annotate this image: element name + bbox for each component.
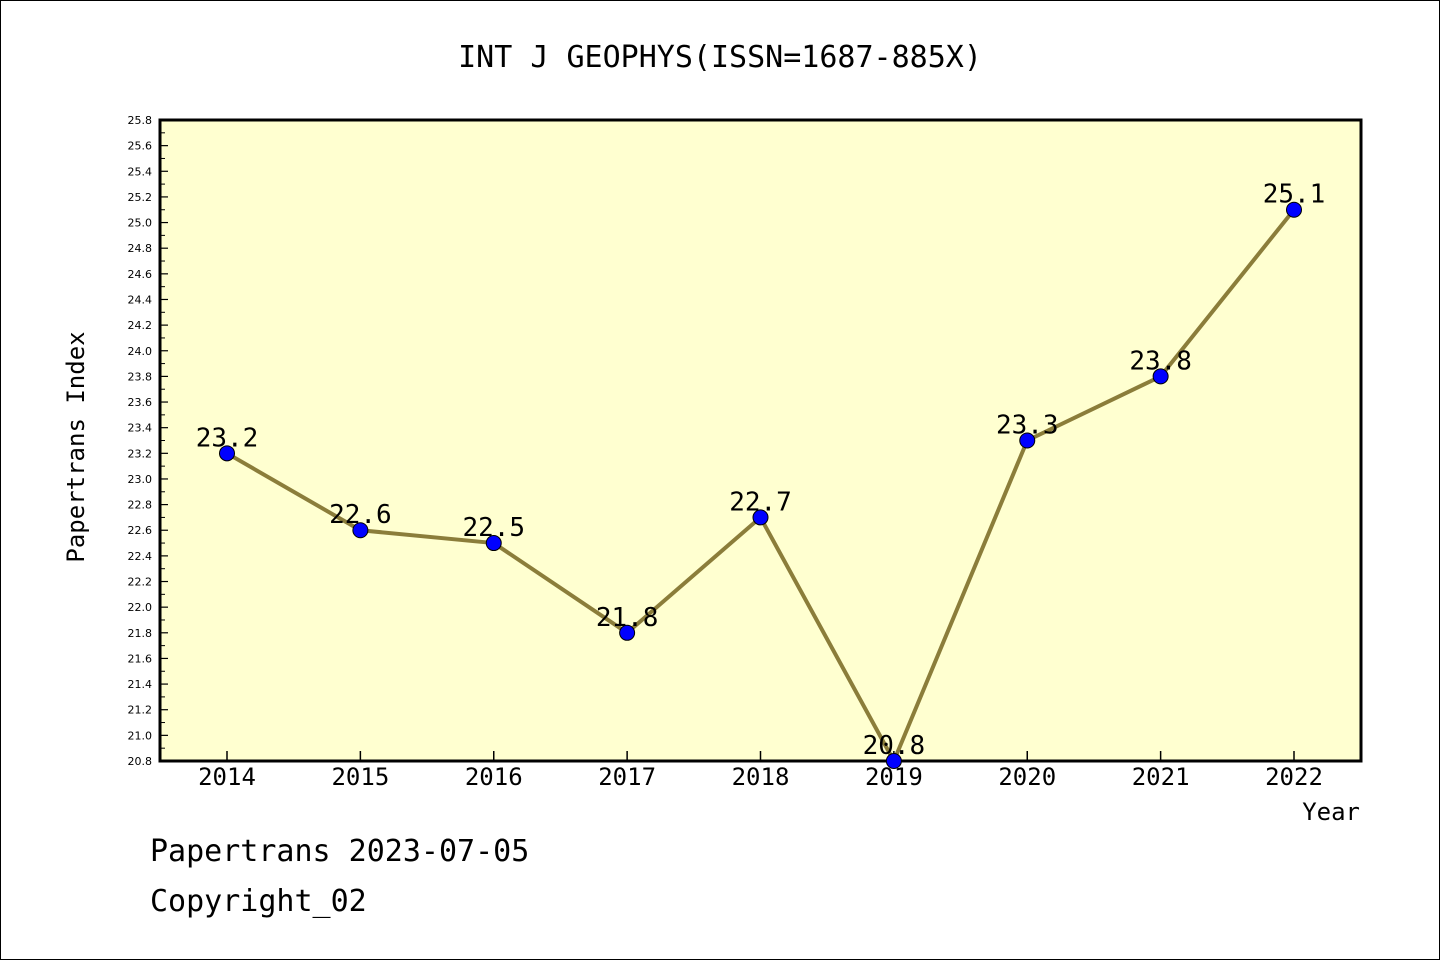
data-label: 23.8 <box>1129 346 1192 376</box>
y-tick-label: 21.0 <box>128 729 153 742</box>
y-tick-label: 24.8 <box>128 242 153 255</box>
data-point <box>752 509 769 526</box>
footer-copyright: Copyright_02 <box>150 884 367 919</box>
y-tick-label: 23.8 <box>128 370 153 383</box>
x-tick-label: 2017 <box>598 763 656 791</box>
y-tick-label: 21.4 <box>128 678 153 691</box>
y-tick-label: 23.2 <box>128 447 153 460</box>
plot-area <box>158 118 1363 763</box>
y-tick-label: 21.6 <box>128 652 153 665</box>
x-axis-label: Year <box>1302 798 1360 826</box>
data-point <box>885 753 902 769</box>
data-point <box>485 535 502 552</box>
y-tick-label: 25.6 <box>128 140 153 153</box>
data-point <box>1286 201 1302 218</box>
y-tick-label: 23.6 <box>128 396 153 409</box>
data-point <box>1019 432 1036 449</box>
data-label: 22.7 <box>729 487 792 517</box>
y-axis-label: Papertrans Index <box>62 331 90 562</box>
data-point <box>1152 368 1169 385</box>
y-tick-label: 25.8 <box>128 114 153 127</box>
y-tick-label: 24.0 <box>128 345 153 358</box>
y-tick-label: 24.6 <box>128 268 153 281</box>
y-tick-label: 25.4 <box>128 165 153 178</box>
y-tick-label: 21.2 <box>128 704 153 717</box>
data-label: 21.8 <box>596 603 659 633</box>
data-label: 20.8 <box>863 731 926 761</box>
x-tick-label: 2022 <box>1265 763 1323 791</box>
y-tick-label: 25.0 <box>128 217 153 230</box>
y-tick-label: 23.0 <box>128 473 153 486</box>
y-tick-label: 22.4 <box>128 550 153 563</box>
x-tick-label: 2021 <box>1132 763 1190 791</box>
data-point <box>352 522 369 539</box>
y-tick-label: 24.2 <box>128 319 153 332</box>
data-point <box>619 624 636 641</box>
y-tick-label: 22.2 <box>128 576 153 589</box>
y-tick-label: 22.8 <box>128 499 153 512</box>
series-group: 23.2 22.6 22.5 21.8 22.7 20.8 23.3 23.8 25.1 <box>196 180 1326 769</box>
data-label: 22.5 <box>462 513 525 543</box>
chart-title: INT J GEOPHYS(ISSN=1687-885X) <box>458 40 982 75</box>
y-tick-label: 25.2 <box>128 191 153 204</box>
y-tick-label: 22.6 <box>128 524 153 537</box>
y-tick-label: 22.0 <box>128 601 153 614</box>
y-tick-label: 24.4 <box>128 293 153 306</box>
x-tick-label: 2020 <box>998 763 1056 791</box>
y-tick-label: 21.8 <box>128 627 153 640</box>
data-label: 25.1 <box>1263 180 1326 210</box>
y-tick-label: 23.4 <box>128 422 153 435</box>
data-label: 22.6 <box>329 500 392 530</box>
data-label: 23.3 <box>996 411 1059 441</box>
x-tick-label: 2016 <box>465 763 523 791</box>
y-tick-label: 20.8 <box>128 755 153 768</box>
y-axis-ticks: 20.8 21.0 21.2 21.4 21.6 21.8 22.0 22.2 22.4 22.6… <box>128 114 168 768</box>
x-tick-label: 2018 <box>732 763 790 791</box>
data-point <box>219 445 235 462</box>
data-label: 23.2 <box>196 423 259 453</box>
footer-date-line: Papertrans 2023-07-05 <box>150 834 530 869</box>
x-tick-label: 2014 <box>198 763 256 791</box>
x-tick-label: 2015 <box>331 763 389 791</box>
